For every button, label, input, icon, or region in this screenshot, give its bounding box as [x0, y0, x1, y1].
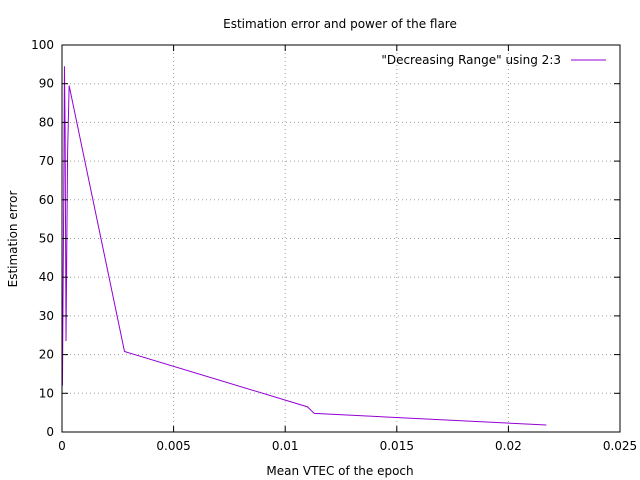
- x-axis-label: Mean VTEC of the epoch: [266, 464, 413, 478]
- y-tick-label: 50: [39, 232, 54, 246]
- x-tick-label: 0.025: [603, 439, 637, 453]
- plot-frame: [61, 44, 621, 433]
- legend-label: "Decreasing Range" using 2:3: [381, 53, 561, 67]
- y-tick-label: 40: [39, 270, 54, 284]
- x-tick-label: 0.02: [495, 439, 522, 453]
- y-tick-label: 70: [39, 154, 54, 168]
- x-tick-label: 0.01: [272, 439, 299, 453]
- x-tick-label: 0.015: [380, 439, 414, 453]
- legend: "Decreasing Range" using 2:3: [381, 53, 606, 67]
- y-tick-label: 90: [39, 77, 54, 91]
- series-layer: [61, 66, 547, 426]
- ticks: 0 10 20 30 40 50 60 70 80 90 100 0 0.005 0.01 0.015 0.0…: [31, 38, 637, 453]
- series-line: [61, 66, 547, 426]
- y-tick-label: 10: [39, 386, 54, 400]
- x-tick-label: 0: [58, 439, 66, 453]
- y-tick-label: 30: [39, 309, 54, 323]
- chart-title: Estimation error and power of the flare: [223, 17, 457, 31]
- y-tick-label: 0: [46, 425, 54, 439]
- grid: [62, 45, 620, 432]
- y-tick-label: 80: [39, 115, 54, 129]
- y-tick-label: 60: [39, 193, 54, 207]
- y-tick-label: 20: [39, 348, 54, 362]
- y-axis-label: Estimation error: [6, 191, 20, 288]
- x-tick-label: 0.005: [156, 439, 190, 453]
- y-tick-label: 100: [31, 38, 54, 52]
